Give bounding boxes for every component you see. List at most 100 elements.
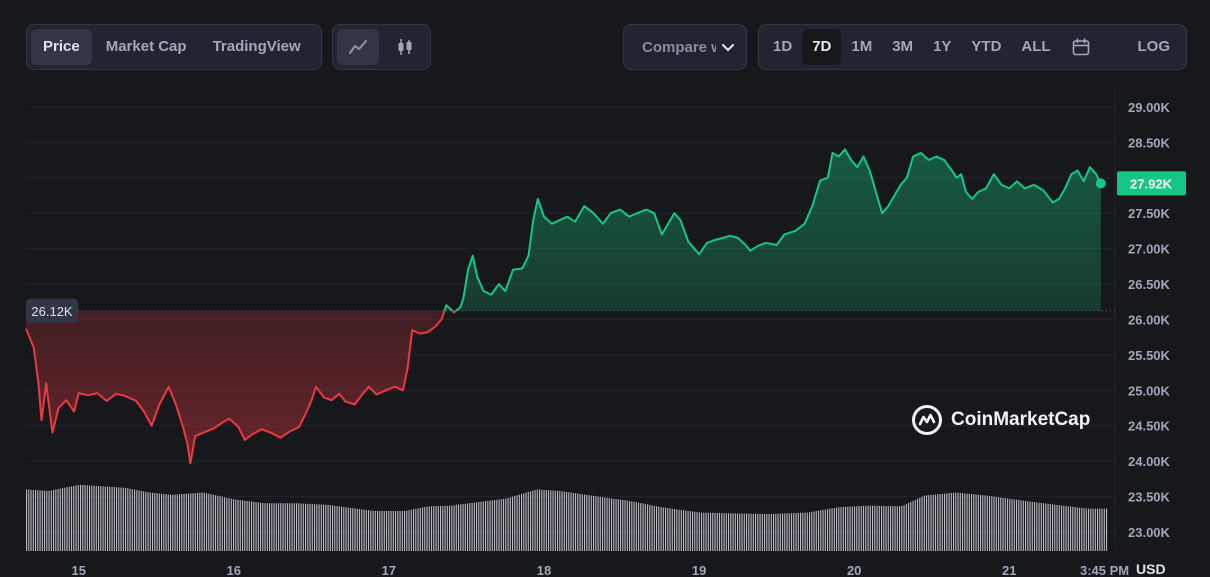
area-fill-up [26, 149, 1101, 311]
volume-bar [737, 513, 739, 551]
volume-bar [962, 493, 964, 551]
volume-bar [703, 512, 705, 551]
tab-market-cap[interactable]: Market Cap [105, 38, 187, 55]
coinmarketcap-logo-icon [912, 405, 942, 435]
volume-bar [905, 504, 907, 551]
tab-tradingview[interactable]: TradingView [212, 38, 301, 55]
volume-bar [433, 506, 435, 551]
volume-bar [399, 510, 401, 551]
volume-bar [109, 486, 111, 551]
volume-bar [275, 503, 277, 551]
volume-bar [953, 492, 955, 551]
volume-bar [210, 494, 212, 551]
volume-bar [316, 504, 318, 551]
volume-bar [638, 502, 640, 551]
range-1y[interactable]: 1Y [933, 38, 952, 55]
volume-bar [104, 486, 106, 551]
line-chart-button[interactable] [337, 29, 379, 65]
volume-bar [919, 497, 921, 551]
volume-bar [30, 489, 32, 551]
volume-bar [93, 485, 95, 551]
volume-bar [147, 492, 149, 551]
volume-bar [957, 492, 959, 551]
volume-bar [62, 488, 64, 551]
volume-bar [1018, 500, 1020, 551]
volume-bar [662, 507, 664, 551]
candlestick-chart-button[interactable] [385, 29, 427, 65]
volume-bar [757, 513, 759, 551]
volume-bar [91, 485, 93, 551]
volume-bar [343, 506, 345, 551]
volume-bar [955, 492, 957, 551]
volume-bar [424, 507, 426, 551]
volume-bar [410, 509, 412, 551]
range-1d[interactable]: 1D [773, 38, 793, 55]
volume-bar [428, 506, 430, 551]
volume-bar [543, 489, 545, 551]
volume-bar [134, 489, 136, 551]
volume-bar [215, 495, 217, 551]
date-range-button[interactable] [1061, 29, 1101, 65]
volume-bar [876, 505, 878, 551]
volume-bar [136, 490, 138, 551]
range-3m[interactable]: 3M [892, 38, 914, 55]
volume-bar [930, 494, 932, 551]
chart-view-tabs: Price Market Cap TradingView [26, 24, 322, 70]
volume-bar [752, 513, 754, 551]
volume-bar [172, 494, 174, 551]
volume-bar [314, 504, 316, 551]
volume-bar [793, 513, 795, 551]
volume-bar [831, 508, 833, 551]
log-scale-toggle[interactable]: LOG [1137, 38, 1171, 55]
volume-bar [390, 510, 392, 551]
volume-bar [973, 494, 975, 551]
volume-bar [44, 490, 46, 551]
range-7d[interactable]: 7D [802, 29, 842, 65]
volume-bar [248, 501, 250, 551]
volume-bar [883, 505, 885, 551]
calendar-icon [1072, 38, 1089, 56]
volume-bar [246, 500, 248, 551]
watermark-text: CoinMarketCap [951, 409, 1091, 430]
volume-bar [901, 506, 903, 551]
volume-bar [68, 486, 70, 551]
volume-bar [633, 501, 635, 551]
volume-bar [746, 513, 748, 551]
volume-bar [676, 509, 678, 551]
volume-bar [615, 499, 617, 551]
volume-bar [1079, 507, 1081, 551]
volume-bar [561, 491, 563, 551]
range-all[interactable]: ALL [1021, 38, 1051, 55]
price-line-down [25, 310, 458, 465]
volume-bar [442, 505, 444, 551]
volume-bar [939, 494, 941, 551]
volume-bar [129, 488, 131, 551]
volume-bar [743, 513, 745, 551]
volume-bar [156, 493, 158, 551]
tab-price[interactable]: Price [31, 29, 92, 65]
volume-bar [678, 509, 680, 551]
volume-bar [759, 513, 761, 551]
volume-bar [586, 494, 588, 551]
volume-bar [797, 512, 799, 551]
volume-bar [332, 505, 334, 551]
volume-bar [653, 505, 655, 551]
volume-bar [995, 496, 997, 551]
volume-bar [392, 510, 394, 551]
volume-bar [194, 493, 196, 551]
volume-bar [570, 492, 572, 551]
volume-bar [986, 495, 988, 551]
volume-bar [273, 503, 275, 551]
compare-dropdown[interactable]: Compare with [623, 24, 747, 70]
volume-bar [946, 493, 948, 551]
baseline-value: 26.12K [31, 304, 73, 319]
volume-bar [696, 512, 698, 551]
volume-bar [588, 495, 590, 551]
volume-bar [125, 487, 127, 551]
volume-bar [48, 490, 50, 551]
range-ytd[interactable]: YTD [971, 38, 1002, 55]
range-1m[interactable]: 1M [851, 38, 873, 55]
volume-bar [770, 513, 772, 551]
volume-bar [921, 496, 923, 551]
